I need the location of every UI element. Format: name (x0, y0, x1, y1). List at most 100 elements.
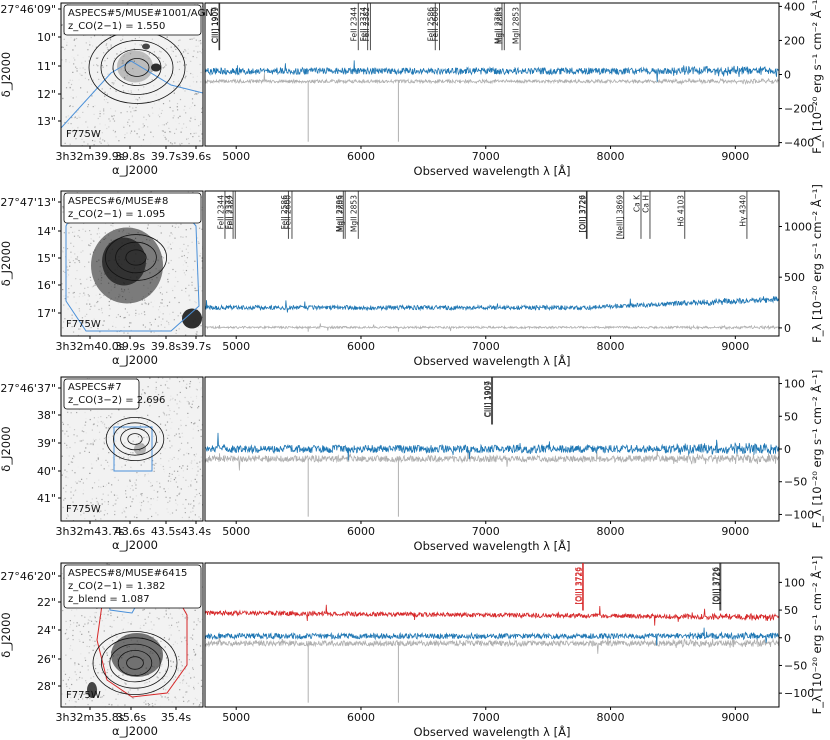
spectrum-plot-area (205, 296, 779, 332)
flux-tick-label: −200 (784, 103, 814, 116)
line-marker-label: CIII] 1909 (484, 381, 493, 417)
flux-tick-label: −50 (784, 659, 807, 672)
redshift-box (63, 192, 202, 224)
object-spectrum (205, 296, 779, 313)
spectrum-panel: [OII] 3726[OII] 3729 [OII] 3726[OII] 3729… (204, 556, 824, 739)
line-marker-label: FeII 2382 (227, 195, 236, 230)
dec-tick-label: 26" (37, 653, 56, 666)
wavelength-tick-label: 5000 (222, 525, 250, 538)
dec-tick-label: 10" (37, 31, 56, 44)
line-marker-label: MgII 2796 (493, 7, 502, 44)
thumbnail-frame (60, 2, 204, 147)
co-contour (109, 643, 161, 683)
wavelength-tick-label: 7000 (472, 150, 500, 163)
flux-tick-label: 1000 (784, 220, 812, 233)
line-marker-label: FeII 2344 (216, 195, 225, 230)
line-marker-label: [NeIII] 3869 (615, 195, 624, 239)
ra-tick-label: 39.8s (115, 150, 145, 163)
line-marker-label: FeII 2586 (280, 195, 289, 230)
filter-label: F775W (66, 690, 101, 701)
flux-tick-label: 100 (784, 378, 805, 391)
wavelength-tick-label: 6000 (347, 711, 375, 724)
panel-4: F775W ASPECS#8/MUSE#6415 z_CO(2−1) = 1.382… (0, 556, 824, 739)
ra-axis-label: α_J2000 (112, 538, 158, 552)
panel-1: F775W ASPECS#5/MUSE#1001/AGN z_CO(2−1) = 1… (0, 0, 824, 178)
sky-spectrum (205, 634, 779, 654)
ra-tick-label: 3h32m40.0s (56, 340, 125, 353)
dec-tick-label: 41" (37, 492, 56, 505)
line-marker-label: [OII] 3726 (578, 195, 587, 233)
line-marker-label: FeII 2586 (427, 7, 436, 42)
panel-2: F775W ASPECS#6/MUSE#8 z_CO(2−1) = 1.095 -27… (0, 184, 824, 368)
flux-tick-label: −100 (784, 508, 814, 521)
co-contour (92, 631, 178, 695)
wavelength-tick-label: 5000 (222, 340, 250, 353)
dec-axis-label: δ_J2000 (0, 612, 13, 657)
flux-tick-label: 50 (784, 410, 798, 423)
ra-tick-label: 3h32m35.8s (56, 711, 125, 724)
line-marker-label: [OII] 3726 (711, 567, 720, 605)
co-contour (125, 249, 147, 266)
dec-axis-label: δ_J2000 (0, 426, 13, 471)
dec-tick-label: 14" (37, 225, 56, 238)
thumbnail-frame (60, 190, 204, 337)
dec-tick-label: 15" (37, 252, 56, 265)
wavelength-tick-label: 8000 (597, 340, 625, 353)
ra-axis-label: α_J2000 (112, 724, 158, 738)
ra-tick-label: 43.5s (151, 525, 181, 538)
flux-tick-label: 500 (784, 271, 805, 284)
sky-spectrum (205, 447, 779, 471)
wavelength-tick-label: 5000 (222, 711, 250, 724)
dec-tick-label: -27°47'13" (0, 196, 56, 209)
ra-tick-label: 39.9s (115, 340, 145, 353)
line-marker-label: Ca K (632, 194, 641, 212)
line-marker-label: Hγ 4340 (738, 195, 747, 227)
object-spectrum (205, 60, 779, 82)
dec-tick-label: 16" (37, 279, 56, 292)
line-marker-label: CIII] 1907 (210, 7, 219, 43)
thumbnail-frame (60, 376, 204, 522)
dec-axis-label: δ_J2000 (0, 241, 13, 286)
thumbnail-panel: F775W ASPECS#7 z_CO(3−2) = 2.696 -27°46'37"… (0, 376, 211, 552)
line-marker-label: [OII] 3726 (574, 567, 583, 605)
sky-spectrum (205, 73, 779, 86)
redshift-box-line: z_CO(2−1) = 1.095 (68, 209, 165, 220)
redshift-box-line: z_blend = 1.087 (68, 594, 150, 605)
filter-label: F775W (66, 319, 101, 330)
wavelength-tick-label: 6000 (347, 340, 375, 353)
ra-axis-label: α_J2000 (112, 163, 158, 177)
dec-tick-label: 22" (37, 596, 56, 609)
co-contour (115, 241, 157, 274)
line-marker-label: MgII 2796 (335, 195, 344, 232)
redshift-box-line: z_CO(3−2) = 2.696 (68, 395, 165, 406)
blend-spectrum (205, 604, 779, 626)
galaxy-blob (151, 63, 161, 72)
flux-tick-label: −400 (784, 137, 814, 150)
ra-tick-label: 43.4s (181, 525, 211, 538)
spectrum-frame (204, 190, 780, 337)
wavelength-axis-label: Observed wavelength λ [Å] (414, 538, 571, 553)
flux-tick-label: 50 (784, 604, 798, 617)
line-marker-label: [OII] 3729 (712, 567, 721, 605)
spectrum-plot-area (205, 432, 779, 517)
redshift-box (63, 4, 202, 36)
ra-tick-label: 3h32m43.7s (56, 525, 125, 538)
flux-tick-label: 0 (784, 69, 791, 82)
redshift-box (63, 378, 140, 410)
thumbnail-frame (60, 562, 204, 708)
co-contour (100, 40, 174, 95)
filter-label: F775W (66, 504, 101, 515)
thumbnail-panel: F775W ASPECS#6/MUSE#8 z_CO(2−1) = 1.095 -27… (0, 190, 211, 367)
ra-tick-label: 39.7s (151, 150, 181, 163)
co-contour (105, 416, 165, 461)
flux-tick-label: 100 (784, 576, 805, 589)
co-contour (120, 427, 150, 451)
line-marker-label: FeII 2382 (362, 7, 371, 42)
ra-axis-label: α_J2000 (112, 353, 158, 367)
galaxy-blob (142, 43, 150, 50)
wavelength-tick-label: 8000 (597, 525, 625, 538)
flux-tick-label: 200 (784, 34, 805, 47)
line-marker-label: CIII] 1907 (483, 381, 492, 417)
